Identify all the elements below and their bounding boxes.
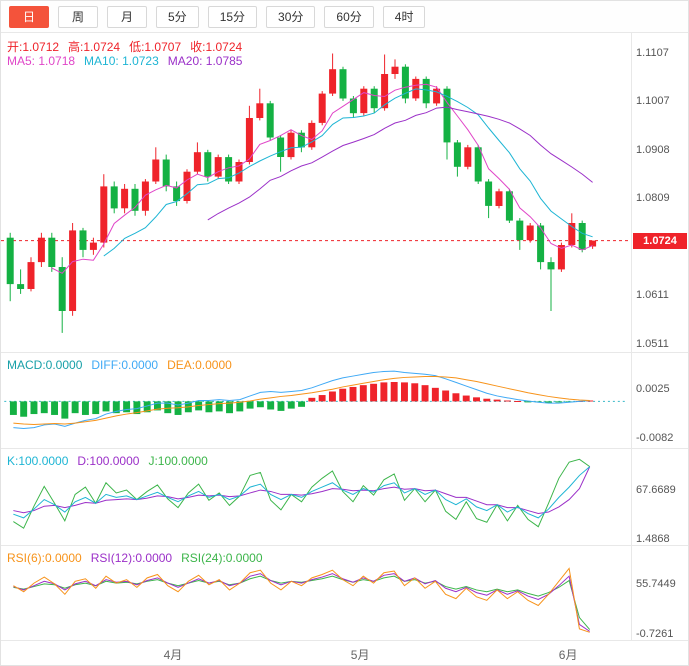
ma10-line <box>103 88 593 257</box>
k-value: K:100.0000 <box>7 454 69 468</box>
tab-month[interactable]: 月 <box>107 5 147 28</box>
ma20-value: MA20: 1.0785 <box>167 54 243 68</box>
tab-30min[interactable]: 30分 <box>266 5 316 28</box>
kdj-chart[interactable] <box>1 449 631 545</box>
tab-week[interactable]: 周 <box>58 5 98 28</box>
ohlc-low: 低:1.0707 <box>129 40 182 54</box>
j-line <box>13 458 591 529</box>
ma-legend: MA5: 1.0718 MA10: 1.0723 MA20: 1.0785 <box>7 54 251 68</box>
candlesticks <box>6 53 597 333</box>
x-axis-label: 6月 <box>558 648 578 662</box>
ma20-line <box>207 106 593 221</box>
x-axis-label: 5月 <box>350 648 370 662</box>
ohlc-open: 开:1.0712 <box>7 40 60 54</box>
ohlc-legend: 开:1.0712 高:1.0724 低:1.0707 收:1.0724 <box>7 38 251 55</box>
axis-tick-label: 1.1107 <box>636 46 669 59</box>
x-axis: 4月 5月 6月 <box>1 640 688 665</box>
main-chart-panel: 开:1.0712 高:1.0724 低:1.0707 收:1.0724 MA5: 1.… <box>1 33 688 352</box>
ma10-value: MA10: 1.0723 <box>84 54 159 68</box>
macd-legend: MACD:0.0000 DIFF:0.0000 DEA:0.0000 <box>7 358 241 372</box>
axis-tick-label: 1.0611 <box>636 288 669 301</box>
macd-axis: 0.0025 -0.0082 <box>631 353 688 448</box>
ohlc-high: 高:1.0724 <box>68 40 121 54</box>
tab-day[interactable]: 日 <box>9 5 49 28</box>
kdj-legend: K:100.0000 D:100.0000 J:100.0000 <box>7 454 217 468</box>
tab-15min[interactable]: 15分 <box>207 5 258 28</box>
axis-tick-label: 0.0025 <box>636 383 670 396</box>
candlestick-chart[interactable] <box>1 33 631 352</box>
rsi6-line <box>13 567 590 633</box>
ma5-line <box>51 83 593 274</box>
axis-tick-label: 1.0908 <box>636 143 670 156</box>
rsi24-line <box>13 575 591 630</box>
rsi-chart[interactable] <box>1 546 631 640</box>
dea-line <box>13 376 590 425</box>
x-axis-label: 4月 <box>163 648 183 662</box>
macd-value: MACD:0.0000 <box>7 358 83 372</box>
rsi12-line <box>13 573 590 632</box>
rsi-axis: 55.7449 -0.7261 <box>631 546 688 640</box>
macd-panel: MACD:0.0000 DIFF:0.0000 DEA:0.0000 0.0025 -… <box>1 352 688 448</box>
tab-60min[interactable]: 60分 <box>324 5 374 28</box>
rsi-panel: RSI(6):0.0000 RSI(12):0.0000 RSI(24):0.000… <box>1 545 688 640</box>
rsi6-value: RSI(6):0.0000 <box>7 551 82 565</box>
tab-4hour[interactable]: 4时 <box>382 5 426 28</box>
kdj-panel: K:100.0000 D:100.0000 J:100.0000 67.6689 1.… <box>1 448 688 545</box>
rsi-legend: RSI(6):0.0000 RSI(12):0.0000 RSI(24):0.000… <box>7 551 272 565</box>
axis-tick-label: -0.7261 <box>636 627 674 640</box>
diff-line <box>13 370 590 430</box>
d-line <box>13 466 591 515</box>
tab-5min[interactable]: 5分 <box>156 5 199 28</box>
axis-tick-label: 1.1007 <box>636 95 670 108</box>
axis-tick-label: 55.7449 <box>636 578 676 591</box>
j-value: J:100.0000 <box>148 454 208 468</box>
rsi24-value: RSI(24):0.0000 <box>181 551 263 565</box>
axis-tick-label: 1.0511 <box>636 337 669 350</box>
d-value: D:100.0000 <box>77 454 140 468</box>
dea-value: DEA:0.0000 <box>167 358 232 372</box>
axis-tick-label: 1.0809 <box>636 192 670 205</box>
axis-tick-label: 1.4868 <box>636 532 670 545</box>
ma5-value: MA5: 1.0718 <box>7 54 76 68</box>
timeframe-toolbar: 日 周 月 5分 15分 30分 60分 4时 <box>1 1 688 33</box>
macd-chart[interactable] <box>1 353 631 448</box>
axis-tick-label: 67.6689 <box>636 483 676 496</box>
diff-value: DIFF:0.0000 <box>91 358 159 372</box>
k-line <box>13 466 591 519</box>
current-price-badge: 1.0724 <box>633 232 687 249</box>
rsi12-value: RSI(12):0.0000 <box>90 551 173 565</box>
ohlc-close: 收:1.0724 <box>190 40 243 54</box>
kdj-axis: 67.6689 1.4868 <box>631 449 688 545</box>
price-axis: 1.0724 1.11071.10071.09081.08091.07101.0… <box>631 33 688 352</box>
axis-tick-label: -0.0082 <box>636 432 674 445</box>
